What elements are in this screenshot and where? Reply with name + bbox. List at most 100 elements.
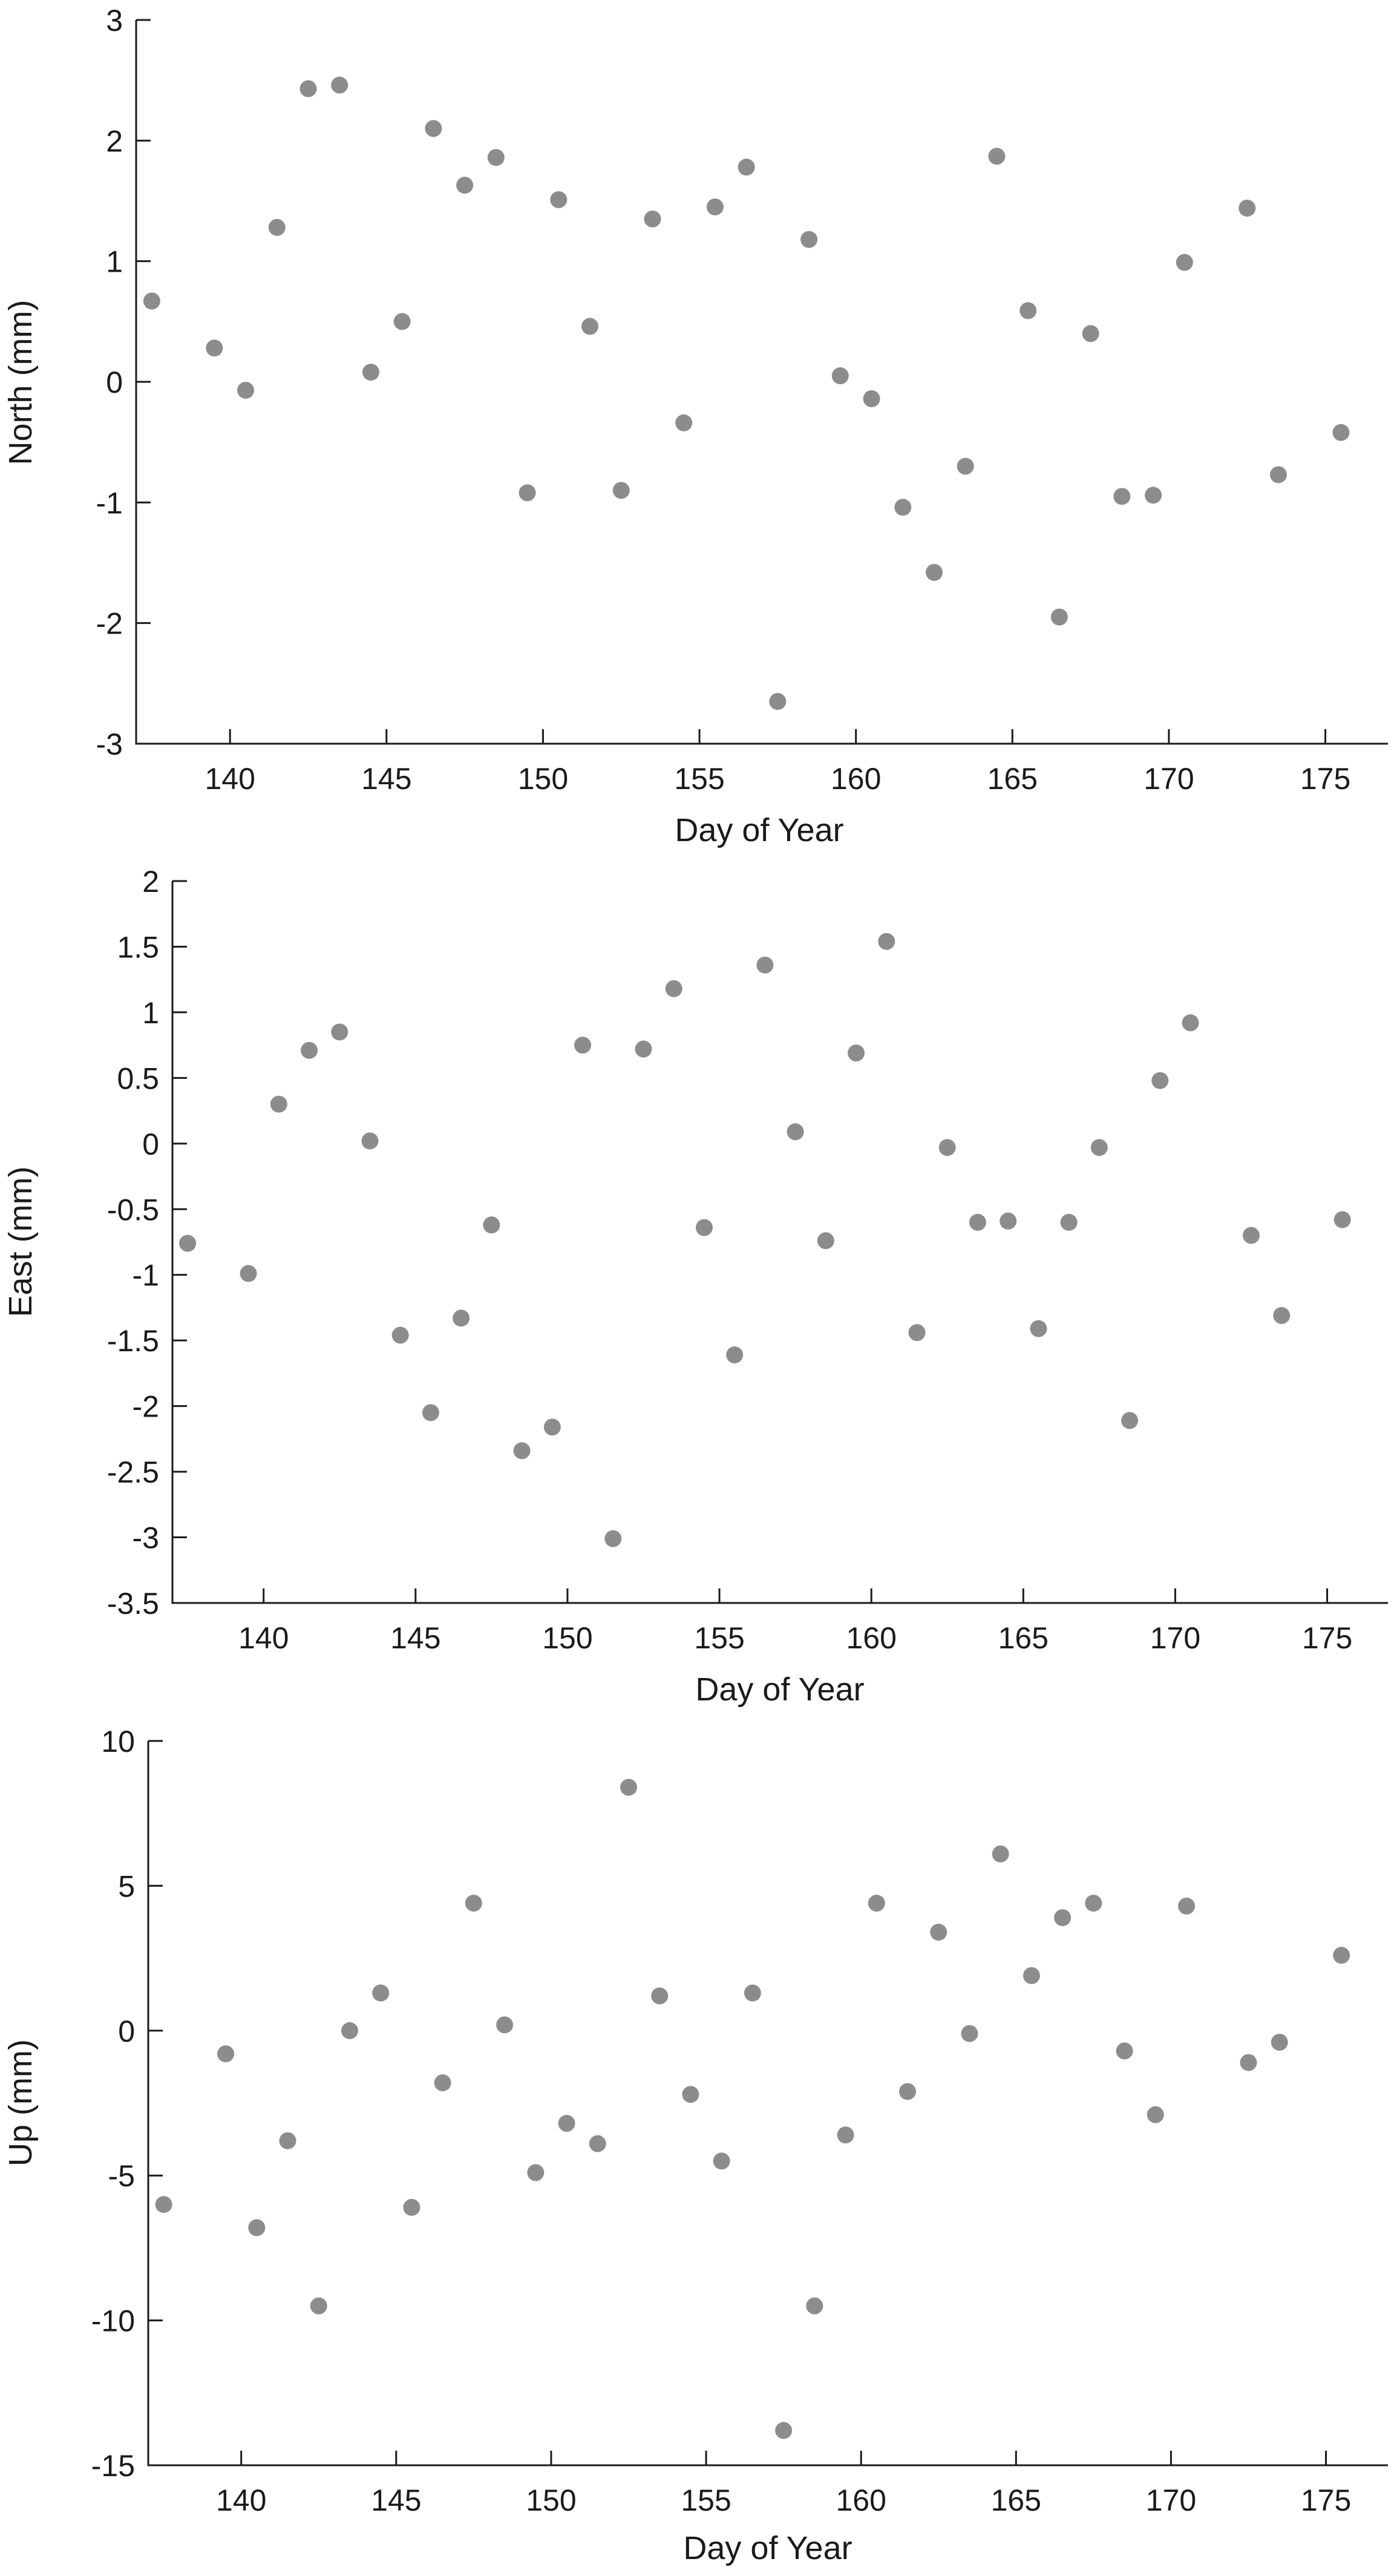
east-data-point — [1182, 1014, 1199, 1032]
up-x-tick-label: 170 — [1146, 2483, 1196, 2517]
east-data-point — [331, 1023, 348, 1041]
up-data-point — [620, 1778, 637, 1796]
east-data-point — [695, 1219, 713, 1236]
up-data-point — [1116, 2042, 1133, 2060]
east-axes — [171, 881, 1388, 1604]
east-x-axis-title: Day of Year — [695, 1671, 864, 1708]
up-panel: 140 145 150 155 160 165 170 175 -15 -10 -5 0 5 10 Day… — [2, 1725, 1388, 2566]
east-panel: 140 145 150 155 160 165 170 175 -3.5 -3 -2.5 -2 -1.5… — [2, 865, 1388, 1708]
up-data-point — [372, 1984, 390, 2002]
up-y-tick-label: 10 — [101, 1725, 135, 1758]
north-data-point — [581, 318, 599, 335]
north-data-point — [393, 313, 411, 330]
north-y-tick-label: 1 — [106, 245, 123, 279]
north-data-point — [675, 414, 693, 431]
up-data-point — [1147, 2106, 1164, 2123]
east-data-point — [543, 1418, 561, 1436]
north-data-point — [1019, 302, 1037, 320]
east-y-tick-label: 1.5 — [117, 930, 159, 964]
east-x-tick-label: 145 — [390, 1621, 440, 1655]
up-x-axis-title: Day of Year — [683, 2530, 852, 2566]
north-data-point — [612, 482, 630, 499]
up-data-point — [465, 1895, 482, 1912]
east-y-axis-title: East (mm) — [2, 1167, 39, 1317]
east-data-point — [574, 1037, 592, 1054]
north-x-tick-label: 165 — [987, 762, 1038, 796]
east-data-point — [969, 1213, 986, 1231]
east-data-point — [756, 956, 774, 974]
east-data-point — [635, 1040, 652, 1058]
up-data-point — [1054, 1909, 1072, 1927]
up-y-tick-label: 5 — [118, 1869, 135, 1903]
east-data-point — [453, 1309, 470, 1327]
up-x-tick-label: 150 — [526, 2483, 576, 2517]
up-data-point — [496, 2016, 514, 2034]
north-data-point — [706, 198, 724, 215]
east-data-point — [1242, 1227, 1260, 1244]
north-data-point — [1082, 325, 1099, 342]
up-y-axis-title: Up (mm) — [2, 2039, 39, 2166]
north-y-tick-label: -3 — [96, 727, 123, 761]
up-data-point — [1085, 1895, 1102, 1912]
up-data-point — [713, 2152, 730, 2170]
north-data-point — [206, 339, 223, 357]
north-x-tick-label: 140 — [205, 762, 255, 796]
north-x-tick-label: 170 — [1144, 762, 1194, 796]
north-x-axis-title: Day of Year — [675, 812, 843, 848]
north-y-tick-label: -2 — [96, 607, 123, 641]
north-x-tick-label: 160 — [831, 762, 881, 796]
up-data-point — [806, 2297, 823, 2315]
up-x-tick-label: 155 — [681, 2483, 731, 2517]
up-data-point — [155, 2196, 172, 2214]
up-data-point — [248, 2219, 266, 2237]
north-x-tick-label: 155 — [674, 762, 724, 796]
east-data-point — [483, 1216, 500, 1234]
east-x-tick-label: 160 — [846, 1621, 896, 1655]
north-data-point — [988, 148, 1006, 165]
up-data-point — [744, 1984, 761, 2002]
east-x-tick-label: 175 — [1302, 1621, 1352, 1655]
up-data-point — [1178, 1897, 1196, 1915]
up-x-tick-label: 160 — [836, 2483, 886, 2517]
north-data-point — [1176, 254, 1193, 271]
up-data-point — [403, 2198, 420, 2216]
north-data-point — [550, 191, 568, 209]
up-data-point — [899, 2083, 917, 2100]
east-y-tick-label: -3 — [133, 1521, 159, 1555]
north-data-point — [456, 177, 474, 194]
up-x-tick-label: 175 — [1301, 2483, 1351, 2517]
up-data-point — [868, 1895, 885, 1912]
east-x-tick-label: 165 — [998, 1621, 1049, 1655]
north-data-point — [1113, 488, 1131, 505]
east-y-tick-label: 1 — [142, 996, 159, 1030]
north-data-point — [863, 390, 880, 407]
north-data-point — [143, 292, 160, 310]
north-data-point — [1239, 199, 1256, 217]
east-data-point — [726, 1346, 744, 1364]
east-data-point — [848, 1044, 865, 1062]
up-data-point — [682, 2086, 699, 2103]
east-data-point — [361, 1132, 379, 1150]
north-data-point — [831, 367, 849, 385]
east-data-point — [391, 1326, 409, 1344]
east-data-point — [787, 1123, 804, 1141]
up-data-point — [1333, 1947, 1350, 1964]
east-y-tick-label: -1 — [133, 1259, 159, 1293]
up-data-point — [961, 2025, 978, 2042]
east-data-point — [240, 1265, 257, 1282]
east-data-point — [422, 1404, 439, 1421]
up-y-tick-label: 0 — [118, 2014, 135, 2048]
up-x-tick-label: 140 — [216, 2483, 266, 2517]
east-data-point — [604, 1530, 622, 1547]
north-data-point — [957, 457, 974, 475]
north-y-axis-title: North (mm) — [2, 300, 39, 465]
north-data-point — [769, 693, 787, 710]
east-data-point — [270, 1095, 287, 1113]
up-data-point — [434, 2074, 451, 2091]
north-data-point — [738, 159, 755, 176]
up-data-point — [775, 2422, 793, 2439]
north-x-tick-label: 150 — [518, 762, 568, 796]
east-data-point — [1090, 1139, 1108, 1156]
east-y-tick-label: 0.5 — [117, 1061, 159, 1095]
